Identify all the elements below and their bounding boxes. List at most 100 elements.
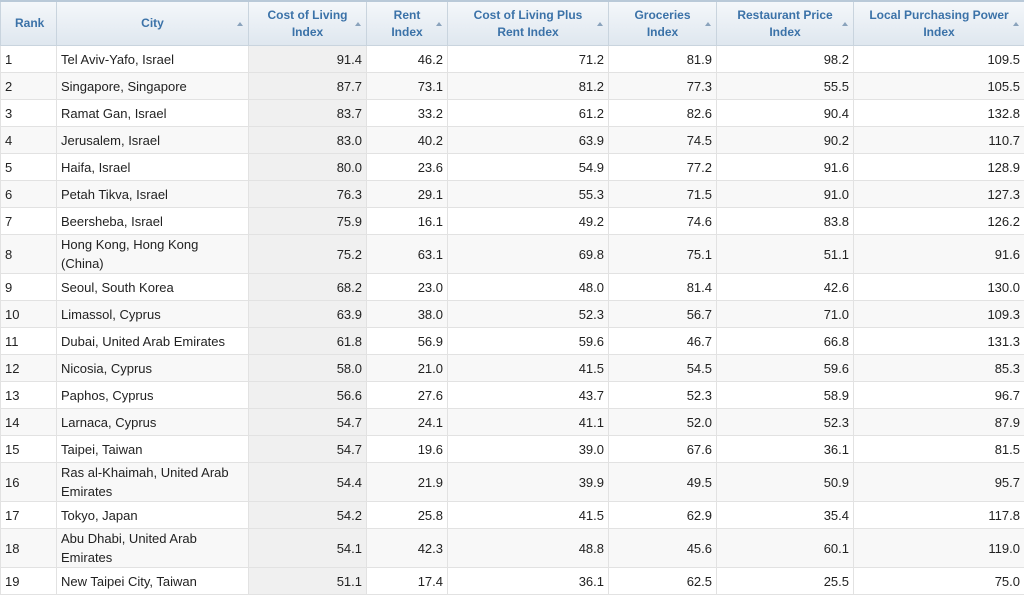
column-header[interactable]: Local Purchasing Power Index (853, 0, 1024, 46)
value-cell: 69.8 (447, 234, 609, 274)
value-cell: 24.1 (366, 408, 448, 436)
value-cell: 131.3 (853, 327, 1024, 355)
value-cell: 110.7 (853, 126, 1024, 154)
value-cell: 16.1 (366, 207, 448, 235)
city-cell: Ras al-Khaimah, United Arab Emirates (56, 462, 249, 502)
value-cell: 56.6 (248, 381, 367, 409)
value-cell: 71.2 (447, 45, 609, 73)
value-cell: 49.2 (447, 207, 609, 235)
value-cell: 58.0 (248, 354, 367, 382)
value-cell: 81.5 (853, 435, 1024, 463)
value-cell: 105.5 (853, 72, 1024, 100)
value-cell: 23.0 (366, 273, 448, 301)
value-cell: 74.5 (608, 126, 717, 154)
value-cell: 68.2 (248, 273, 367, 301)
city-cell: Singapore, Singapore (56, 72, 249, 100)
rank-cell: 6 (0, 180, 57, 208)
value-cell: 71.5 (608, 180, 717, 208)
rank-cell: 18 (0, 528, 57, 568)
value-cell: 52.3 (716, 408, 854, 436)
table-row: 2 Singapore, Singapore 87.7 73.1 81.2 77.3 55.… (0, 72, 1024, 100)
rank-cell: 1 (0, 45, 57, 73)
city-cell: Tel Aviv-Yafo, Israel (56, 45, 249, 73)
value-cell: 54.5 (608, 354, 717, 382)
value-cell: 81.4 (608, 273, 717, 301)
table-row: 8 Hong Kong, Hong Kong (China) 75.2 63.1 69.… (0, 234, 1024, 274)
value-cell: 54.7 (248, 435, 367, 463)
column-header[interactable]: Restaurant Price Index (716, 0, 854, 46)
value-cell: 85.3 (853, 354, 1024, 382)
value-cell: 33.2 (366, 99, 448, 127)
column-header[interactable]: Cost of Living Index (248, 0, 367, 46)
rank-cell: 12 (0, 354, 57, 382)
table-row: 13 Paphos, Cyprus 56.6 27.6 43.7 52.3 58.9 96.7 (0, 381, 1024, 409)
rank-cell: 11 (0, 327, 57, 355)
rank-cell: 3 (0, 99, 57, 127)
table-row: 1 Tel Aviv-Yafo, Israel 91.4 46.2 71.2 81.9 98… (0, 45, 1024, 73)
value-cell: 83.8 (716, 207, 854, 235)
column-header[interactable]: Groceries Index (608, 0, 717, 46)
rank-cell: 17 (0, 501, 57, 529)
city-cell: Haifa, Israel (56, 153, 249, 181)
value-cell: 41.1 (447, 408, 609, 436)
value-cell: 27.6 (366, 381, 448, 409)
value-cell: 56.9 (366, 327, 448, 355)
value-cell: 39.0 (447, 435, 609, 463)
value-cell: 55.5 (716, 72, 854, 100)
value-cell: 81.9 (608, 45, 717, 73)
value-cell: 130.0 (853, 273, 1024, 301)
table-row: 10 Limassol, Cyprus 63.9 38.0 52.3 56.7 71.0 10… (0, 300, 1024, 328)
value-cell: 90.2 (716, 126, 854, 154)
value-cell: 127.3 (853, 180, 1024, 208)
table-row: 3 Ramat Gan, Israel 83.7 33.2 61.2 82.6 90.4 13… (0, 99, 1024, 127)
column-header[interactable]: Cost of Living Plus Rent Index (447, 0, 609, 46)
value-cell: 60.1 (716, 528, 854, 568)
value-cell: 67.6 (608, 435, 717, 463)
rank-cell: 16 (0, 462, 57, 502)
value-cell: 45.6 (608, 528, 717, 568)
value-cell: 98.2 (716, 45, 854, 73)
value-cell: 73.1 (366, 72, 448, 100)
city-cell: Larnaca, Cyprus (56, 408, 249, 436)
table-header: Rank City Cost of Living Index Rent Index Co… (0, 0, 1024, 46)
value-cell: 87.9 (853, 408, 1024, 436)
column-header[interactable]: Rent Index (366, 0, 448, 46)
value-cell: 25.5 (716, 567, 854, 595)
city-cell: Abu Dhabi, United Arab Emirates (56, 528, 249, 568)
value-cell: 40.2 (366, 126, 448, 154)
table-row: 16 Ras al-Khaimah, United Arab Emirates 54… (0, 462, 1024, 502)
city-cell: Taipei, Taiwan (56, 435, 249, 463)
value-cell: 59.6 (716, 354, 854, 382)
table-row: 18 Abu Dhabi, United Arab Emirates 54.1 42.… (0, 528, 1024, 568)
value-cell: 36.1 (447, 567, 609, 595)
value-cell: 126.2 (853, 207, 1024, 235)
value-cell: 48.0 (447, 273, 609, 301)
city-cell: Paphos, Cyprus (56, 381, 249, 409)
city-cell: Tokyo, Japan (56, 501, 249, 529)
value-cell: 74.6 (608, 207, 717, 235)
value-cell: 91.0 (716, 180, 854, 208)
table-body: 1 Tel Aviv-Yafo, Israel 91.4 46.2 71.2 81.9 98… (0, 45, 1024, 595)
value-cell: 77.3 (608, 72, 717, 100)
value-cell: 42.6 (716, 273, 854, 301)
column-header[interactable]: City (56, 0, 249, 46)
rank-cell: 8 (0, 234, 57, 274)
column-header[interactable]: Rank (0, 0, 57, 46)
value-cell: 71.0 (716, 300, 854, 328)
value-cell: 46.7 (608, 327, 717, 355)
rank-cell: 5 (0, 153, 57, 181)
value-cell: 36.1 (716, 435, 854, 463)
value-cell: 56.7 (608, 300, 717, 328)
city-cell: Nicosia, Cyprus (56, 354, 249, 382)
value-cell: 128.9 (853, 153, 1024, 181)
value-cell: 75.0 (853, 567, 1024, 595)
city-cell: Jerusalem, Israel (56, 126, 249, 154)
table-row: 19 New Taipei City, Taiwan 51.1 17.4 36.1 62.… (0, 567, 1024, 595)
value-cell: 21.0 (366, 354, 448, 382)
value-cell: 80.0 (248, 153, 367, 181)
value-cell: 82.6 (608, 99, 717, 127)
city-cell: New Taipei City, Taiwan (56, 567, 249, 595)
value-cell: 83.0 (248, 126, 367, 154)
table-row: 17 Tokyo, Japan 54.2 25.8 41.5 62.9 35.4 117.8 (0, 501, 1024, 529)
value-cell: 59.6 (447, 327, 609, 355)
